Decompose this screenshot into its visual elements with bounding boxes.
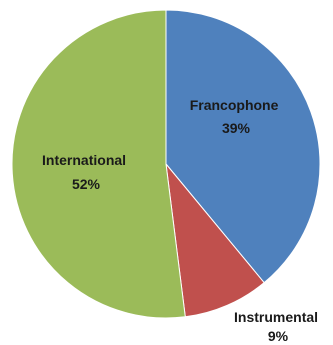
pie-slice-international [11,9,186,319]
labels-layer: Francophone 39% Instrumental 9% Internat… [42,97,322,344]
pie-slice-francophone [165,9,321,284]
slice-label-francophone-value: 39% [222,120,251,136]
slice-label-instrumental: Instrumental 9% [234,309,322,344]
slice-label-international: International 52% [42,152,130,192]
slice-label-francophone-name: Francophone [190,97,279,113]
slice-label-international-name: International [42,152,126,168]
slice-label-instrumental-name: Instrumental [234,309,318,325]
pie-slice-instrumental [165,162,265,318]
slices-layer [11,9,321,319]
slice-label-instrumental-value: 9% [268,328,289,344]
slice-label-francophone: Francophone 39% [190,97,283,136]
slice-label-international-value: 52% [72,176,101,192]
